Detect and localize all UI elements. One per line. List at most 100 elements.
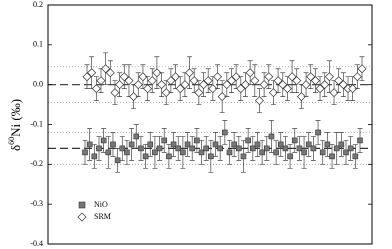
marker xyxy=(324,72,334,82)
marker xyxy=(254,96,264,106)
marker xyxy=(208,84,218,94)
marker xyxy=(142,153,149,160)
marker xyxy=(82,72,92,82)
marker xyxy=(114,157,121,164)
marker xyxy=(184,141,191,148)
y-axis-label: δ60Ni (‰) xyxy=(7,99,23,151)
marker xyxy=(105,149,112,156)
marker xyxy=(86,141,93,148)
marker xyxy=(198,149,205,156)
marker xyxy=(138,72,148,82)
marker xyxy=(334,76,344,86)
marker xyxy=(147,141,154,148)
marker xyxy=(119,72,129,82)
marker xyxy=(259,80,269,90)
marker xyxy=(194,88,204,98)
marker xyxy=(161,137,168,144)
marker xyxy=(282,84,292,94)
marker xyxy=(194,137,200,144)
marker xyxy=(110,141,116,148)
marker xyxy=(152,149,158,156)
marker xyxy=(249,145,256,152)
marker xyxy=(199,80,209,90)
marker xyxy=(222,80,232,90)
marker xyxy=(226,149,233,156)
marker xyxy=(87,68,97,78)
marker xyxy=(268,88,278,98)
marker xyxy=(259,149,265,156)
marker xyxy=(217,92,227,102)
marker xyxy=(91,153,98,160)
marker xyxy=(277,141,284,148)
y-tick-label: -0.2 xyxy=(30,159,43,168)
marker xyxy=(338,80,348,90)
marker xyxy=(296,92,306,102)
plot-frame xyxy=(47,4,373,245)
marker xyxy=(240,80,250,90)
marker xyxy=(115,80,125,90)
marker xyxy=(273,76,283,86)
marker xyxy=(171,72,181,82)
marker xyxy=(96,76,106,86)
marker xyxy=(347,145,354,152)
marker xyxy=(315,129,321,136)
marker xyxy=(240,153,247,160)
marker xyxy=(291,137,298,144)
marker xyxy=(133,80,143,90)
marker xyxy=(161,88,171,98)
marker xyxy=(212,141,219,148)
marker xyxy=(236,84,246,94)
marker xyxy=(226,76,236,86)
marker xyxy=(128,141,135,148)
y-label-sup: 60 xyxy=(7,137,16,145)
marker xyxy=(156,145,163,152)
marker xyxy=(101,64,111,74)
marker xyxy=(282,145,289,152)
marker xyxy=(170,141,177,148)
marker xyxy=(203,76,213,86)
marker xyxy=(254,141,261,148)
marker xyxy=(315,84,325,94)
marker xyxy=(324,141,331,148)
y-tick-label: 0.1 xyxy=(33,40,43,49)
marker xyxy=(133,133,140,140)
marker xyxy=(329,153,335,160)
marker xyxy=(287,72,297,82)
marker xyxy=(338,141,345,148)
y-label-symbol: δ xyxy=(8,145,23,151)
marker xyxy=(273,149,279,156)
marker xyxy=(143,84,153,94)
marker xyxy=(310,76,320,86)
marker xyxy=(236,145,242,152)
marker xyxy=(189,145,196,152)
marker xyxy=(203,145,209,152)
marker xyxy=(329,88,339,98)
marker xyxy=(152,68,162,78)
marker xyxy=(147,76,157,86)
marker xyxy=(245,137,251,144)
marker xyxy=(82,149,88,156)
marker xyxy=(119,145,126,152)
marker xyxy=(296,145,303,152)
marker xyxy=(175,145,182,152)
marker xyxy=(263,145,270,152)
legend-label: SRM xyxy=(94,212,111,221)
marker xyxy=(124,149,130,156)
marker xyxy=(100,137,107,144)
marker xyxy=(180,80,190,90)
marker xyxy=(320,80,330,90)
marker xyxy=(343,149,349,156)
marker xyxy=(96,145,102,152)
marker xyxy=(124,76,134,86)
marker xyxy=(264,72,274,82)
marker xyxy=(189,76,199,86)
marker xyxy=(333,145,340,152)
marker xyxy=(208,153,214,160)
marker xyxy=(352,72,362,82)
marker xyxy=(301,149,307,156)
marker xyxy=(287,153,293,160)
legend-marker xyxy=(77,212,87,222)
y-tick-label: 0.2 xyxy=(33,0,43,9)
marker xyxy=(245,68,255,78)
